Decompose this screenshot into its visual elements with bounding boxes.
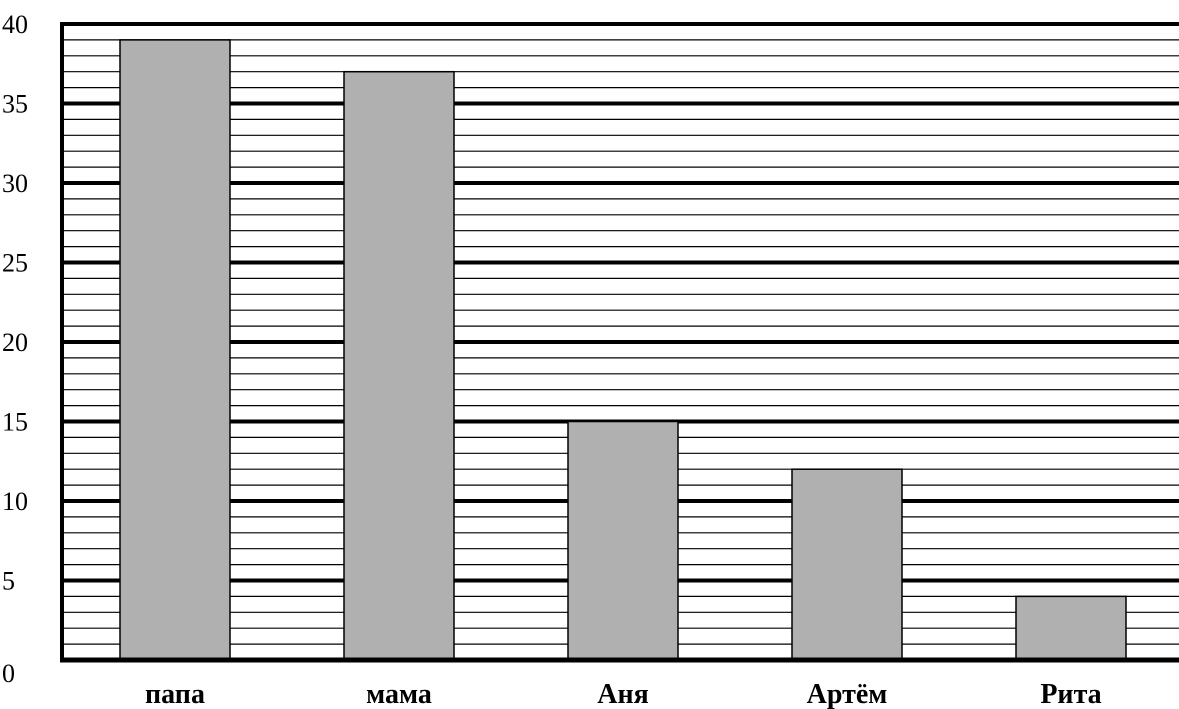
bar-Аня xyxy=(567,420,679,661)
x-tick-label: Артём xyxy=(807,679,888,709)
y-tick-labels: 0 5 10 15 20 25 30 35 40 xyxy=(2,10,28,688)
y-tick-label: 35 xyxy=(2,90,28,119)
x-tick-label: мама xyxy=(366,679,432,709)
x-category-labels: папа мама Аня Артём Рита xyxy=(145,679,1102,709)
x-tick-label: Рита xyxy=(1040,679,1101,709)
minor-gridlines xyxy=(62,39,1179,645)
axes-group xyxy=(60,22,1179,663)
bar-папа xyxy=(119,39,231,661)
y-tick-label: 5 xyxy=(2,567,15,596)
y-tick-label: 15 xyxy=(2,408,28,437)
y-tick-label: 0 xyxy=(2,659,15,688)
bars-group xyxy=(119,39,1127,661)
y-tick-label: 25 xyxy=(2,249,28,278)
bar-Артём xyxy=(791,468,903,661)
y-tick-label: 20 xyxy=(2,328,28,357)
y-tick-label: 30 xyxy=(2,169,28,198)
bar-мама xyxy=(343,70,455,661)
bar-Рита xyxy=(1015,595,1127,661)
x-tick-label: папа xyxy=(145,679,205,709)
y-tick-label: 40 xyxy=(2,10,28,39)
y-tick-label: 10 xyxy=(2,487,28,516)
x-tick-label: Аня xyxy=(597,679,649,709)
